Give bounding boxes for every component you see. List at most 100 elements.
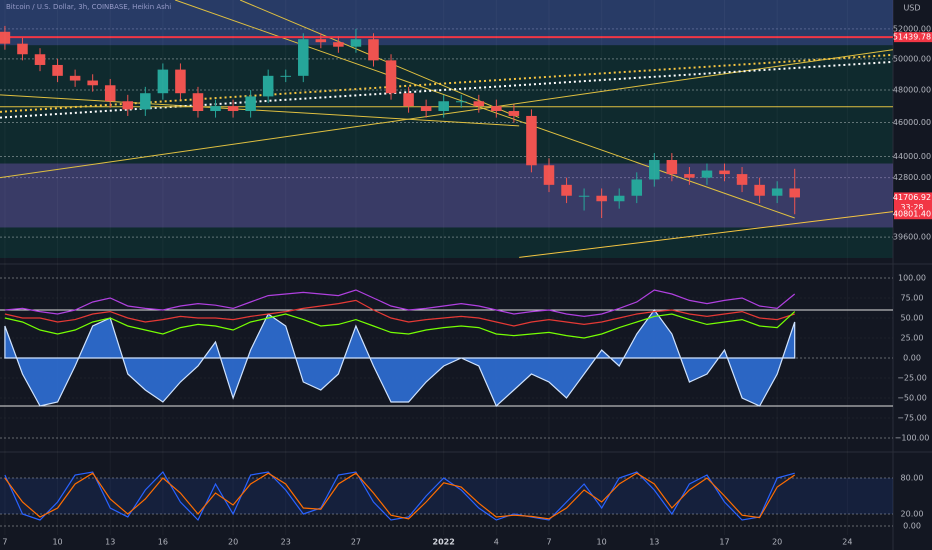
plot-area [0, 277, 893, 439]
y-tick-label: 25.00 [901, 334, 924, 343]
stochastic-pane [0, 458, 893, 535]
candle-body [719, 170, 730, 175]
y-tick-label: −25.00 [897, 374, 927, 383]
x-tick-label: 20 [772, 538, 782, 547]
candle-body [245, 96, 256, 112]
x-tick-label: 16 [158, 538, 168, 547]
y-tick-label: −75.00 [897, 414, 927, 423]
candle-body [385, 60, 397, 94]
y-tick-label: 50.00 [901, 314, 924, 323]
currency: USD [903, 4, 920, 13]
line [4, 311, 796, 339]
y-tick-label: 42800.00 [893, 173, 931, 182]
candle-body [455, 101, 467, 103]
y-tick-label: 100.00 [898, 274, 926, 283]
price-tag [894, 209, 932, 220]
y-tick-label: 52000.00 [893, 24, 931, 33]
x-tick-label: 13 [105, 538, 115, 547]
trend-line [0, 53, 893, 113]
price-tag-label: 51439.78 [893, 33, 931, 42]
y-tick-label: 48000.00 [893, 86, 931, 95]
candle-body [649, 160, 660, 180]
line [4, 289, 796, 318]
line [4, 299, 795, 327]
y-tick-label: 80.00 [901, 473, 924, 482]
y-tick-label: 0.00 [903, 521, 921, 530]
candle-body [0, 31, 11, 44]
x-tick-label: 20 [228, 538, 238, 547]
candle-body [34, 54, 46, 65]
x-tick-label: 23 [281, 538, 291, 547]
candle-body [543, 165, 555, 185]
candle-body [350, 39, 362, 47]
countdown: 33:28 [900, 203, 923, 212]
chart-title: Bitcoin / U.S. Dollar, 3h, COINBASE, Hei… [6, 3, 171, 11]
candle-body [578, 195, 590, 197]
zone [0, 0, 893, 46]
candle-body [280, 75, 291, 77]
price-tag-label: 41706.92 [893, 193, 931, 202]
trend-line [239, 0, 520, 119]
candle-body [526, 115, 537, 166]
y-tick-label: 0.00 [903, 354, 921, 363]
candle-body [420, 106, 432, 112]
candle-body [613, 195, 625, 202]
candle-body [192, 93, 204, 112]
candle-body [104, 85, 116, 102]
candle-body [701, 170, 713, 178]
trend-line [0, 60, 893, 119]
x-tick-label: 24 [842, 538, 852, 547]
plot-area [0, 0, 893, 258]
trend-line [0, 94, 520, 127]
x-tick-label: 13 [649, 538, 659, 547]
candle-body [175, 69, 186, 94]
candle-body [771, 188, 783, 196]
candle-body [122, 101, 134, 110]
candle-body [561, 184, 572, 196]
y-tick-label: 39600.00 [893, 233, 931, 242]
candle-body [298, 39, 309, 76]
candle-body [473, 101, 485, 107]
candle-body [631, 179, 643, 196]
plot-area [0, 471, 893, 527]
x-tick-label: 7 [546, 538, 551, 547]
y-tick-label: 20.00 [901, 509, 924, 518]
candle-body [227, 106, 239, 112]
area [4, 308, 796, 408]
candle-body [368, 39, 379, 61]
trend-line [519, 211, 893, 258]
x-tick-label: 10 [52, 538, 62, 547]
x-tick-label: 17 [719, 538, 729, 547]
y-tick-label: −100.00 [895, 434, 930, 443]
candle-body [333, 42, 344, 47]
candle-body [403, 93, 414, 107]
candle-body [140, 93, 151, 110]
x-tick-label: 2022 [433, 538, 455, 547]
y-tick-label: 44000.00 [893, 152, 931, 161]
candle-body [210, 106, 221, 112]
price-tag-label: 40801.40 [893, 210, 931, 219]
line [4, 472, 796, 520]
candle-body [438, 101, 449, 112]
candle-body [508, 111, 520, 116]
y-tick-label: 46000.00 [893, 118, 931, 127]
line [4, 471, 795, 522]
candle-body [315, 39, 327, 43]
x-tick-label: 27 [351, 538, 361, 547]
x-tick-label: 10 [597, 538, 607, 547]
price-pane [0, 0, 893, 258]
x-tick-label: 4 [494, 538, 499, 547]
candle-body [262, 75, 274, 97]
candle-body [87, 80, 98, 86]
y-tick-label: −50.00 [897, 394, 927, 403]
candle-body [52, 64, 63, 76]
candle-body [17, 43, 28, 55]
candle-body [684, 174, 695, 178]
y-tick-label: 50000.00 [893, 54, 931, 63]
candle-body [491, 106, 502, 112]
candle-body [596, 195, 607, 202]
candle-body [666, 160, 678, 175]
y-tick-label: 75.00 [901, 294, 924, 303]
candle-body [754, 184, 765, 196]
